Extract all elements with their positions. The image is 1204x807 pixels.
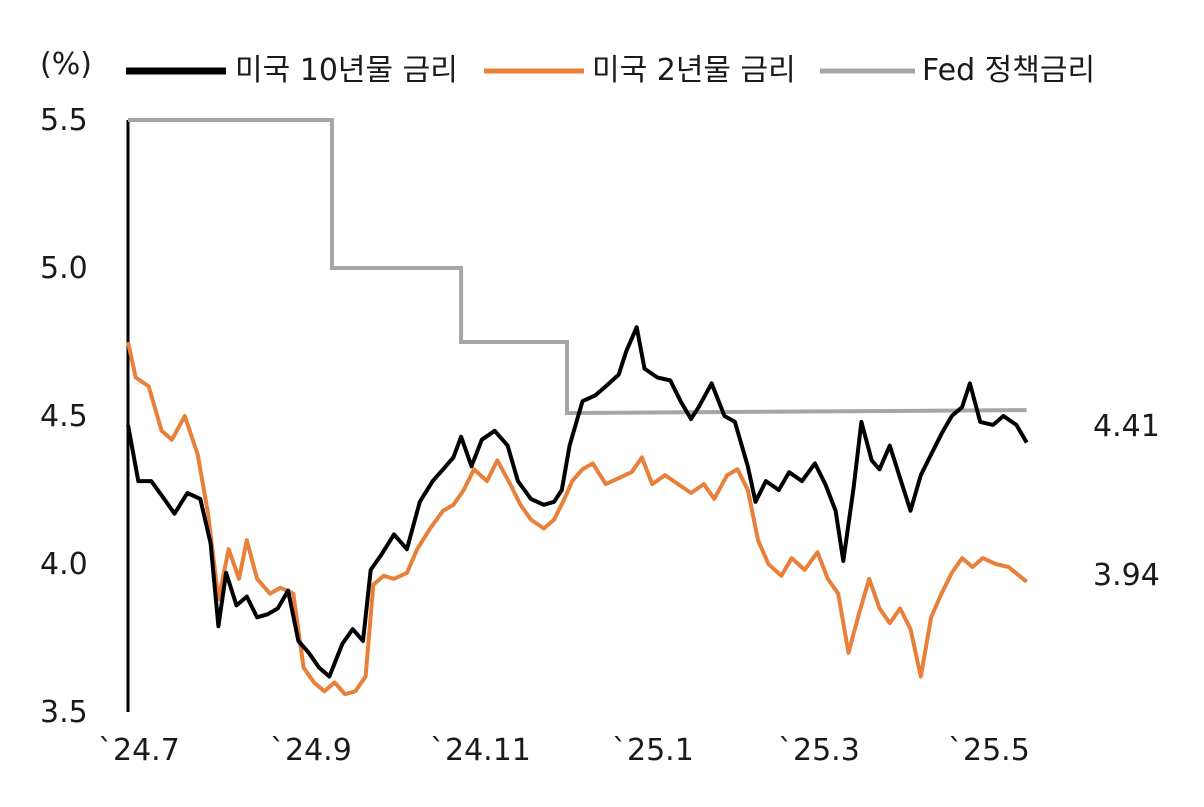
y-tick-label: 5.0 <box>40 251 88 286</box>
legend-label-10y: 미국 10년물 금리 <box>235 53 458 88</box>
legend-label-2y: 미국 2년물 금리 <box>592 53 796 88</box>
legend-label-fed: Fed 정책금리 <box>922 53 1095 88</box>
x-tick-label: `25.1 <box>612 733 694 768</box>
x-axis: `24.7 `24.9 `24.11 `25.1 `25.3 `25.5 <box>98 733 1030 768</box>
x-tick-label: `25.3 <box>778 733 860 768</box>
y-tick-label: 4.5 <box>40 399 88 434</box>
y-tick-label: 3.5 <box>40 695 88 730</box>
y-axis-unit-label: (%) <box>40 47 92 82</box>
series-line-fed-policy-rate <box>128 118 1027 416</box>
y-axis: 5.5 5.0 4.5 4.0 3.5 <box>40 103 130 730</box>
series-line-us-2y-yield <box>126 341 1028 697</box>
series-line-us-10y-yield <box>126 325 1029 679</box>
x-tick-label: `24.11 <box>430 733 531 768</box>
y-tick-label: 4.0 <box>40 547 88 582</box>
end-label-fed: 4.41 <box>1093 409 1160 444</box>
x-tick-label: `24.9 <box>270 733 352 768</box>
x-tick-label: `24.7 <box>98 733 180 768</box>
legend: 미국 10년물 금리 미국 2년물 금리 Fed 정책금리 <box>126 53 1095 88</box>
x-tick-label: `25.5 <box>948 733 1030 768</box>
y-tick-label: 5.5 <box>40 103 88 138</box>
end-label-2y: 3.94 <box>1093 558 1160 593</box>
plot-area <box>126 118 1029 697</box>
